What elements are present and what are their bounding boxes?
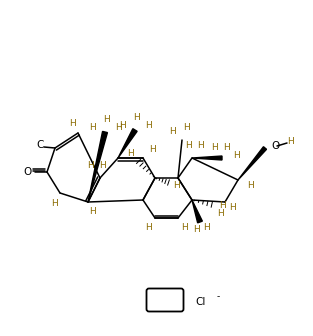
Text: H: H	[247, 180, 254, 190]
Text: H: H	[127, 150, 133, 159]
Text: H: H	[230, 203, 236, 211]
Text: H: H	[197, 140, 203, 150]
Polygon shape	[192, 200, 202, 223]
Text: H: H	[174, 181, 180, 191]
Text: H: H	[150, 145, 156, 155]
Text: -: -	[216, 293, 220, 301]
Text: H: H	[99, 162, 105, 170]
Text: C: C	[36, 140, 44, 150]
Text: H: H	[87, 162, 93, 170]
Text: O: O	[271, 141, 279, 151]
Text: O: O	[23, 167, 31, 177]
Text: H: H	[69, 119, 76, 127]
Text: H: H	[218, 201, 225, 210]
Text: H: H	[145, 121, 151, 129]
Text: H: H	[211, 143, 217, 153]
Polygon shape	[88, 131, 107, 202]
Text: H: H	[181, 223, 187, 233]
Polygon shape	[192, 156, 222, 160]
Text: H: H	[233, 151, 239, 160]
Text: Hg: Hg	[157, 295, 173, 305]
Text: H: H	[115, 123, 121, 131]
Text: H: H	[182, 124, 189, 132]
FancyBboxPatch shape	[146, 289, 183, 311]
Text: H: H	[217, 210, 223, 218]
Polygon shape	[238, 147, 267, 180]
Text: H: H	[90, 208, 96, 216]
Text: H: H	[90, 123, 96, 131]
Text: H: H	[186, 140, 192, 150]
Text: H: H	[103, 115, 109, 124]
Text: H: H	[146, 223, 152, 233]
Text: H: H	[133, 113, 139, 122]
Text: H: H	[204, 222, 210, 232]
Text: H: H	[52, 199, 59, 208]
Text: H: H	[288, 136, 294, 145]
Text: H: H	[169, 127, 175, 136]
Polygon shape	[118, 129, 137, 158]
Text: H: H	[120, 121, 126, 129]
Text: H: H	[194, 225, 200, 235]
Text: H: H	[223, 143, 230, 153]
Text: Cl: Cl	[196, 297, 206, 307]
